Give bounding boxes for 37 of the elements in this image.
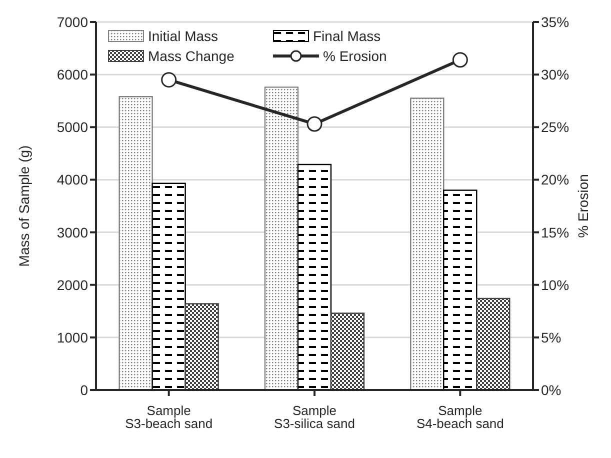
y-tick-label: 0: [80, 382, 88, 398]
bar: [330, 312, 365, 390]
y-tick-label: 1000: [56, 329, 88, 346]
legend-label: Mass Change: [148, 48, 234, 64]
y2-tick-label: 10%: [541, 276, 570, 293]
point: [161, 72, 177, 88]
y-tick-label: 3000: [56, 224, 88, 240]
bar: [443, 190, 478, 390]
legend-label: % Erosion: [323, 48, 387, 64]
y-tick-label: 5000: [56, 119, 88, 136]
y-axis-title: Mass of Sample (g): [16, 145, 32, 267]
bar: [297, 164, 332, 390]
bar: [184, 303, 219, 390]
bar: [410, 98, 444, 390]
legend-label: Initial Mass: [148, 28, 218, 44]
y2-tick-label: 5%: [541, 329, 562, 346]
y-tick-label: 2000: [56, 276, 88, 293]
y2-tick-label: 30%: [541, 66, 570, 83]
bar: [118, 96, 153, 390]
y-tick-label: 6000: [56, 66, 88, 83]
y-tick-label: 7000: [56, 14, 88, 30]
bar: [264, 86, 299, 390]
y2-tick-label: 0%: [541, 382, 562, 398]
y2-tick-label: 15%: [541, 224, 570, 240]
y2-axis-title: % Erosion: [574, 174, 591, 238]
y2-tick-label: 25%: [541, 119, 570, 136]
x-tick-label: Sample S3-silica sand: [274, 403, 355, 432]
x-tick-label: Sample S4-beach sand: [416, 403, 504, 432]
y2-tick-label: 20%: [541, 172, 570, 188]
y-tick-label: 4000: [56, 172, 88, 188]
legend-label: Final Mass: [313, 28, 381, 44]
x-tick-label: Sample S3-beach sand: [125, 403, 213, 432]
point: [306, 116, 322, 132]
bar: [476, 298, 510, 390]
bar: [152, 182, 186, 390]
point: [452, 52, 468, 68]
y2-tick-label: 35%: [541, 14, 570, 30]
